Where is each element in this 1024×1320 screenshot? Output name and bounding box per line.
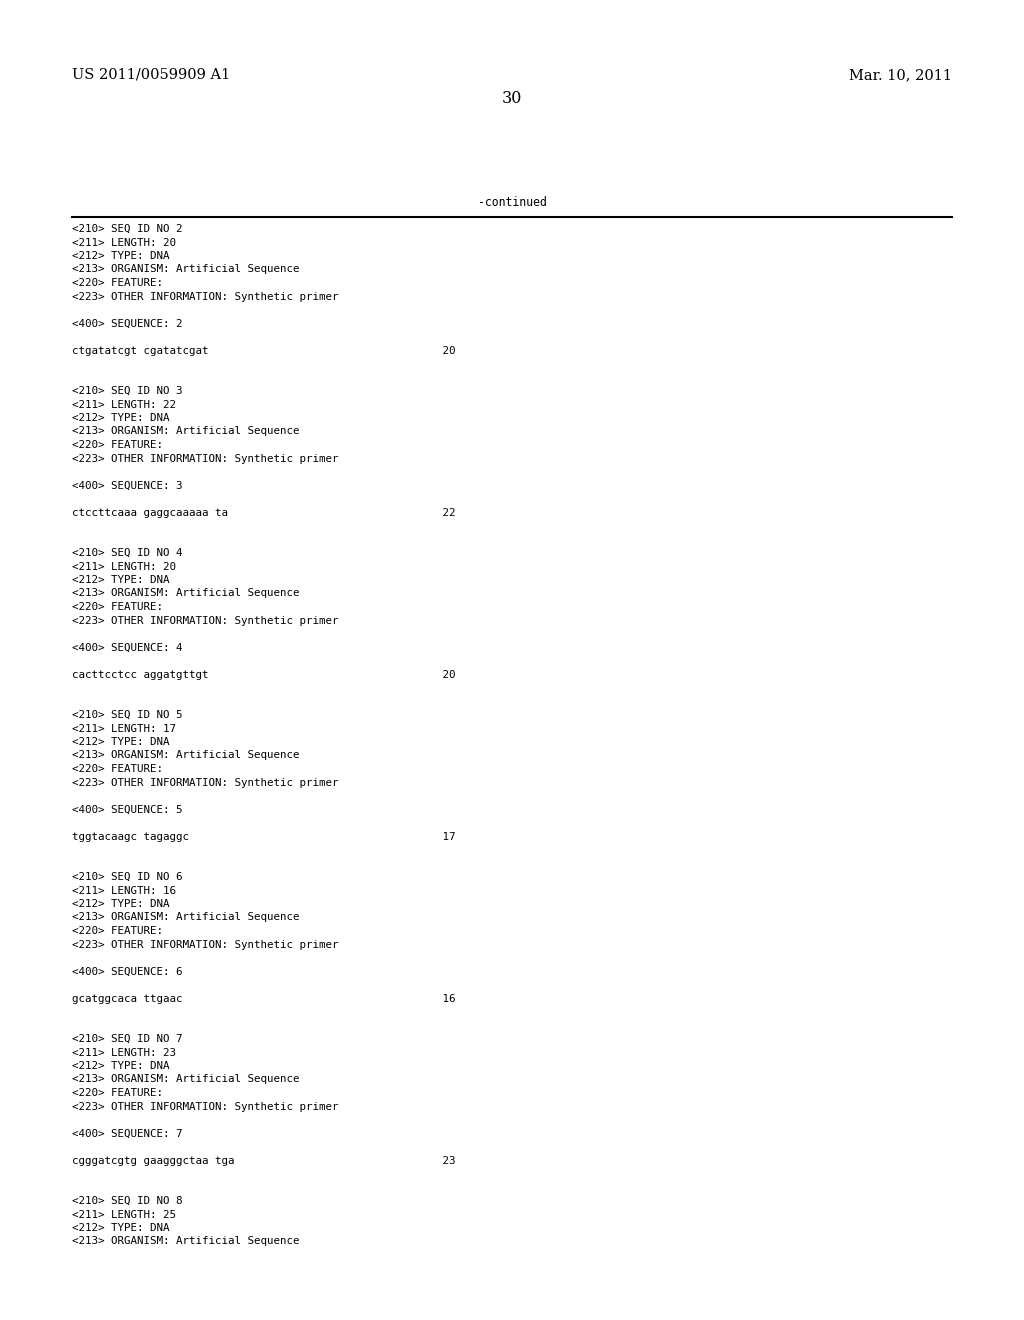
Text: <213> ORGANISM: Artificial Sequence: <213> ORGANISM: Artificial Sequence: [72, 1074, 299, 1085]
Text: <210> SEQ ID NO 8: <210> SEQ ID NO 8: [72, 1196, 182, 1206]
Text: ctgatatcgt cgatatcgat                                    20: ctgatatcgt cgatatcgat 20: [72, 346, 456, 355]
Text: <223> OTHER INFORMATION: Synthetic primer: <223> OTHER INFORMATION: Synthetic prime…: [72, 292, 339, 301]
Text: cgggatcgtg gaagggctaa tga                                23: cgggatcgtg gaagggctaa tga 23: [72, 1155, 456, 1166]
Text: <210> SEQ ID NO 3: <210> SEQ ID NO 3: [72, 385, 182, 396]
Text: <400> SEQUENCE: 4: <400> SEQUENCE: 4: [72, 643, 182, 652]
Text: <211> LENGTH: 20: <211> LENGTH: 20: [72, 561, 176, 572]
Text: <220> FEATURE:: <220> FEATURE:: [72, 1088, 163, 1098]
Text: <220> FEATURE:: <220> FEATURE:: [72, 602, 163, 612]
Text: <220> FEATURE:: <220> FEATURE:: [72, 440, 163, 450]
Text: <400> SEQUENCE: 5: <400> SEQUENCE: 5: [72, 804, 182, 814]
Text: -continued: -continued: [477, 195, 547, 209]
Text: <223> OTHER INFORMATION: Synthetic primer: <223> OTHER INFORMATION: Synthetic prime…: [72, 454, 339, 463]
Text: <210> SEQ ID NO 5: <210> SEQ ID NO 5: [72, 710, 182, 719]
Text: US 2011/0059909 A1: US 2011/0059909 A1: [72, 69, 230, 82]
Text: <210> SEQ ID NO 2: <210> SEQ ID NO 2: [72, 224, 182, 234]
Text: <213> ORGANISM: Artificial Sequence: <213> ORGANISM: Artificial Sequence: [72, 912, 299, 923]
Text: <211> LENGTH: 23: <211> LENGTH: 23: [72, 1048, 176, 1057]
Text: gcatggcaca ttgaac                                        16: gcatggcaca ttgaac 16: [72, 994, 456, 1003]
Text: <400> SEQUENCE: 7: <400> SEQUENCE: 7: [72, 1129, 182, 1138]
Text: <223> OTHER INFORMATION: Synthetic primer: <223> OTHER INFORMATION: Synthetic prime…: [72, 940, 339, 949]
Text: <213> ORGANISM: Artificial Sequence: <213> ORGANISM: Artificial Sequence: [72, 264, 299, 275]
Text: <213> ORGANISM: Artificial Sequence: <213> ORGANISM: Artificial Sequence: [72, 426, 299, 437]
Text: <210> SEQ ID NO 7: <210> SEQ ID NO 7: [72, 1034, 182, 1044]
Text: <213> ORGANISM: Artificial Sequence: <213> ORGANISM: Artificial Sequence: [72, 589, 299, 598]
Text: <212> TYPE: DNA: <212> TYPE: DNA: [72, 1061, 170, 1071]
Text: <211> LENGTH: 16: <211> LENGTH: 16: [72, 886, 176, 895]
Text: <211> LENGTH: 20: <211> LENGTH: 20: [72, 238, 176, 248]
Text: 30: 30: [502, 90, 522, 107]
Text: ctccttcaaa gaggcaaaaa ta                                 22: ctccttcaaa gaggcaaaaa ta 22: [72, 507, 456, 517]
Text: cacttcctcc aggatgttgt                                    20: cacttcctcc aggatgttgt 20: [72, 669, 456, 680]
Text: <210> SEQ ID NO 6: <210> SEQ ID NO 6: [72, 873, 182, 882]
Text: <211> LENGTH: 17: <211> LENGTH: 17: [72, 723, 176, 734]
Text: <220> FEATURE:: <220> FEATURE:: [72, 764, 163, 774]
Text: <212> TYPE: DNA: <212> TYPE: DNA: [72, 737, 170, 747]
Text: <223> OTHER INFORMATION: Synthetic primer: <223> OTHER INFORMATION: Synthetic prime…: [72, 615, 339, 626]
Text: <212> TYPE: DNA: <212> TYPE: DNA: [72, 1224, 170, 1233]
Text: <220> FEATURE:: <220> FEATURE:: [72, 279, 163, 288]
Text: <213> ORGANISM: Artificial Sequence: <213> ORGANISM: Artificial Sequence: [72, 751, 299, 760]
Text: tggtacaagc tagaggc                                       17: tggtacaagc tagaggc 17: [72, 832, 456, 842]
Text: <210> SEQ ID NO 4: <210> SEQ ID NO 4: [72, 548, 182, 558]
Text: <212> TYPE: DNA: <212> TYPE: DNA: [72, 251, 170, 261]
Text: <211> LENGTH: 22: <211> LENGTH: 22: [72, 400, 176, 409]
Text: <213> ORGANISM: Artificial Sequence: <213> ORGANISM: Artificial Sequence: [72, 1237, 299, 1246]
Text: <212> TYPE: DNA: <212> TYPE: DNA: [72, 899, 170, 909]
Text: <223> OTHER INFORMATION: Synthetic primer: <223> OTHER INFORMATION: Synthetic prime…: [72, 1101, 339, 1111]
Text: <223> OTHER INFORMATION: Synthetic primer: <223> OTHER INFORMATION: Synthetic prime…: [72, 777, 339, 788]
Text: <212> TYPE: DNA: <212> TYPE: DNA: [72, 576, 170, 585]
Text: <211> LENGTH: 25: <211> LENGTH: 25: [72, 1209, 176, 1220]
Text: <212> TYPE: DNA: <212> TYPE: DNA: [72, 413, 170, 422]
Text: <400> SEQUENCE: 6: <400> SEQUENCE: 6: [72, 966, 182, 977]
Text: Mar. 10, 2011: Mar. 10, 2011: [849, 69, 952, 82]
Text: <400> SEQUENCE: 2: <400> SEQUENCE: 2: [72, 318, 182, 329]
Text: <220> FEATURE:: <220> FEATURE:: [72, 927, 163, 936]
Text: <400> SEQUENCE: 3: <400> SEQUENCE: 3: [72, 480, 182, 491]
